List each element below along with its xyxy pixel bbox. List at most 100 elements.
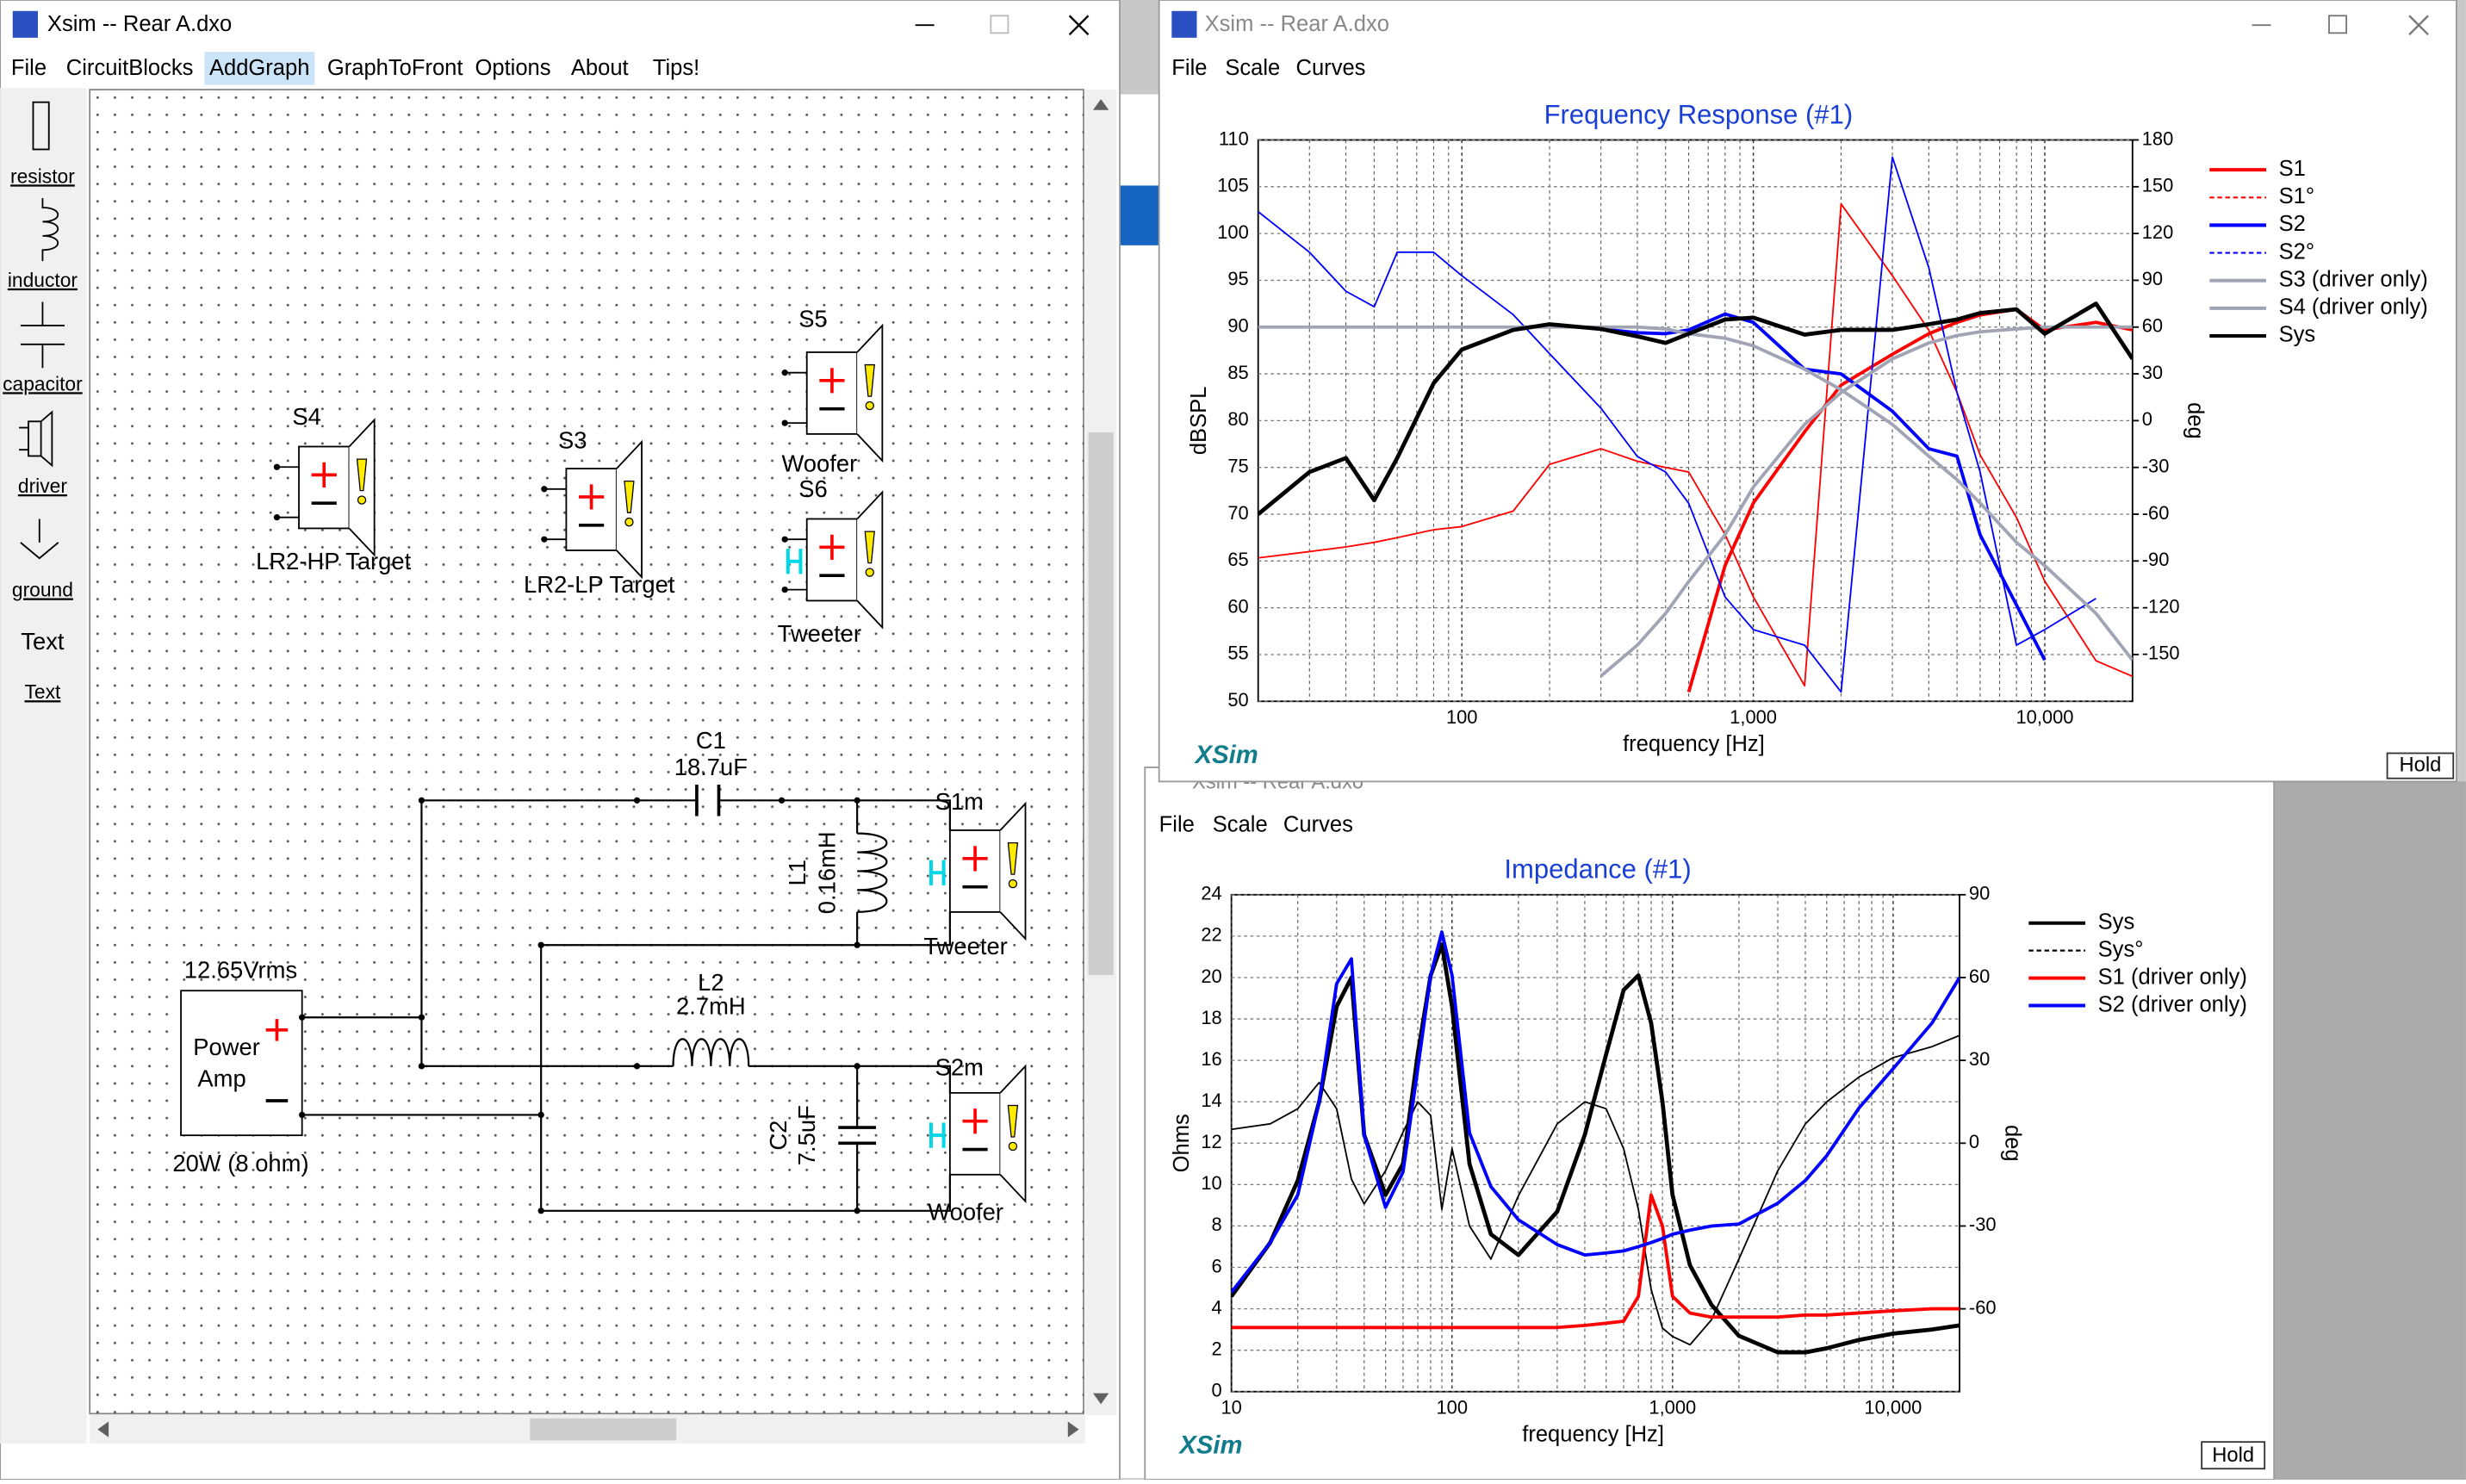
speaker-box [948,1091,1002,1176]
speaker[interactable] [929,1064,1027,1204]
y-tick-label: 55 [1227,643,1248,664]
menu-item[interactable]: AddGraph [209,56,309,80]
junction [537,941,544,948]
speaker[interactable] [781,323,884,463]
warning-dot [357,495,367,505]
warning-dot [1008,879,1018,889]
speaker[interactable] [273,418,376,557]
plus-sign [962,1108,988,1134]
menu-item[interactable]: File [1159,812,1195,836]
y-tick-label: 110 [1219,127,1249,149]
junction [778,797,786,804]
inductor-icon[interactable] [41,198,59,262]
warning-dot [865,568,874,577]
capacitor-c2[interactable] [838,1126,877,1146]
menu-item[interactable]: Scale [1225,56,1280,80]
tool-label[interactable]: resistor [10,165,75,187]
menu-item[interactable]: Curves [1283,812,1353,836]
y-tick-label: 24 [1201,883,1221,904]
capacitor-icon[interactable] [20,301,65,369]
hold-button[interactable] [2201,1441,2266,1470]
terminal-lead [276,466,300,518]
junction [854,797,860,804]
x-axis-label: frequency [Hz] [1623,732,1765,756]
y2-tick-label: 180 [2142,127,2174,149]
ground-icon[interactable] [20,518,59,560]
series-line [1231,1193,1960,1330]
y-tick-label: 70 [1227,502,1248,524]
y2-tick-label: -150 [2142,643,2180,664]
maximize-button[interactable] [2328,15,2348,34]
legend-label: S1° [2279,184,2314,208]
menu-item[interactable]: GraphToFront [327,56,463,80]
wire [301,799,951,1212]
capacitor-c1[interactable] [695,785,721,817]
junction [854,941,860,948]
terminal-lead [544,487,567,541]
series-line [1686,307,2133,693]
tool-label[interactable]: Text [25,680,61,703]
junction [854,1208,860,1214]
x-tick-label: 10 [1221,1397,1241,1419]
hold-label[interactable]: Hold [2212,1444,2254,1467]
x-tick-label: 100 [1436,1397,1468,1419]
inductor-l1[interactable] [857,832,888,914]
y-tick-label: 20 [1201,966,1221,987]
inductor-l2[interactable] [672,1038,750,1066]
series-line [1258,156,2096,693]
y-tick-label: 60 [1227,595,1248,617]
y-tick-label: 12 [1201,1131,1221,1152]
maximize-button[interactable] [990,15,1009,34]
tool-label[interactable]: capacitor [3,372,83,394]
speaker-box [298,445,351,530]
terminal [781,369,788,376]
tool-label[interactable]: driver [18,475,67,497]
close-button[interactable] [1068,15,1090,36]
tweeter-mark [929,1122,946,1148]
tool-label[interactable]: ground [12,579,73,601]
part-label: Tweeter [923,933,1007,959]
amplifier[interactable] [180,990,303,1137]
window-title: Xsim -- Rear A.dxo [1205,12,1389,36]
legend-label: S2° [2279,239,2314,264]
menu-item[interactable]: Tips! [653,56,699,80]
tweeter-mark [929,860,946,885]
scroll-thumb[interactable] [530,1418,677,1441]
scroll-thumb[interactable] [1088,432,1114,975]
menu-item[interactable]: Options [475,56,551,80]
part-label: S4 [292,403,320,430]
warning-dot [865,400,874,411]
legend-label: Sys [2098,910,2135,934]
x-tick-label: 10,000 [1864,1397,1922,1419]
menu-item[interactable]: Curves [1296,56,1366,80]
y2-tick-label: 0 [1969,1131,1979,1152]
junction [299,1111,306,1119]
y-tick-label: 50 [1227,689,1248,711]
plus-sign [819,534,845,560]
menu-item[interactable]: Scale [1213,812,1268,836]
x-axis-label: frequency [Hz] [1522,1423,1664,1447]
y2-axis-label: deg [2183,402,2207,439]
tool-label[interactable]: Text [21,628,65,655]
driver-icon[interactable] [19,410,53,468]
y-tick-label: 85 [1227,362,1248,383]
speaker[interactable] [541,439,643,580]
tool-label[interactable]: inductor [8,269,78,291]
background-area [2274,781,2466,1480]
y2-tick-label: -120 [2142,595,2180,617]
hold-button[interactable] [2386,752,2455,779]
close-button[interactable] [2408,15,2429,36]
speaker[interactable] [781,490,884,630]
speaker[interactable] [929,801,1027,941]
warning-mark [356,458,368,492]
resistor-icon[interactable] [32,101,50,151]
y-tick-label: 22 [1201,924,1221,946]
menu-item[interactable]: About [571,56,629,80]
menu-item[interactable]: File [11,56,47,80]
junction [537,1111,544,1119]
menu-item[interactable]: File [1171,56,1207,80]
hold-label[interactable]: Hold [2400,754,2442,776]
part-label: L2 [698,969,724,996]
part-label: S2m [935,1054,984,1081]
menu-item[interactable]: CircuitBlocks [66,56,194,80]
